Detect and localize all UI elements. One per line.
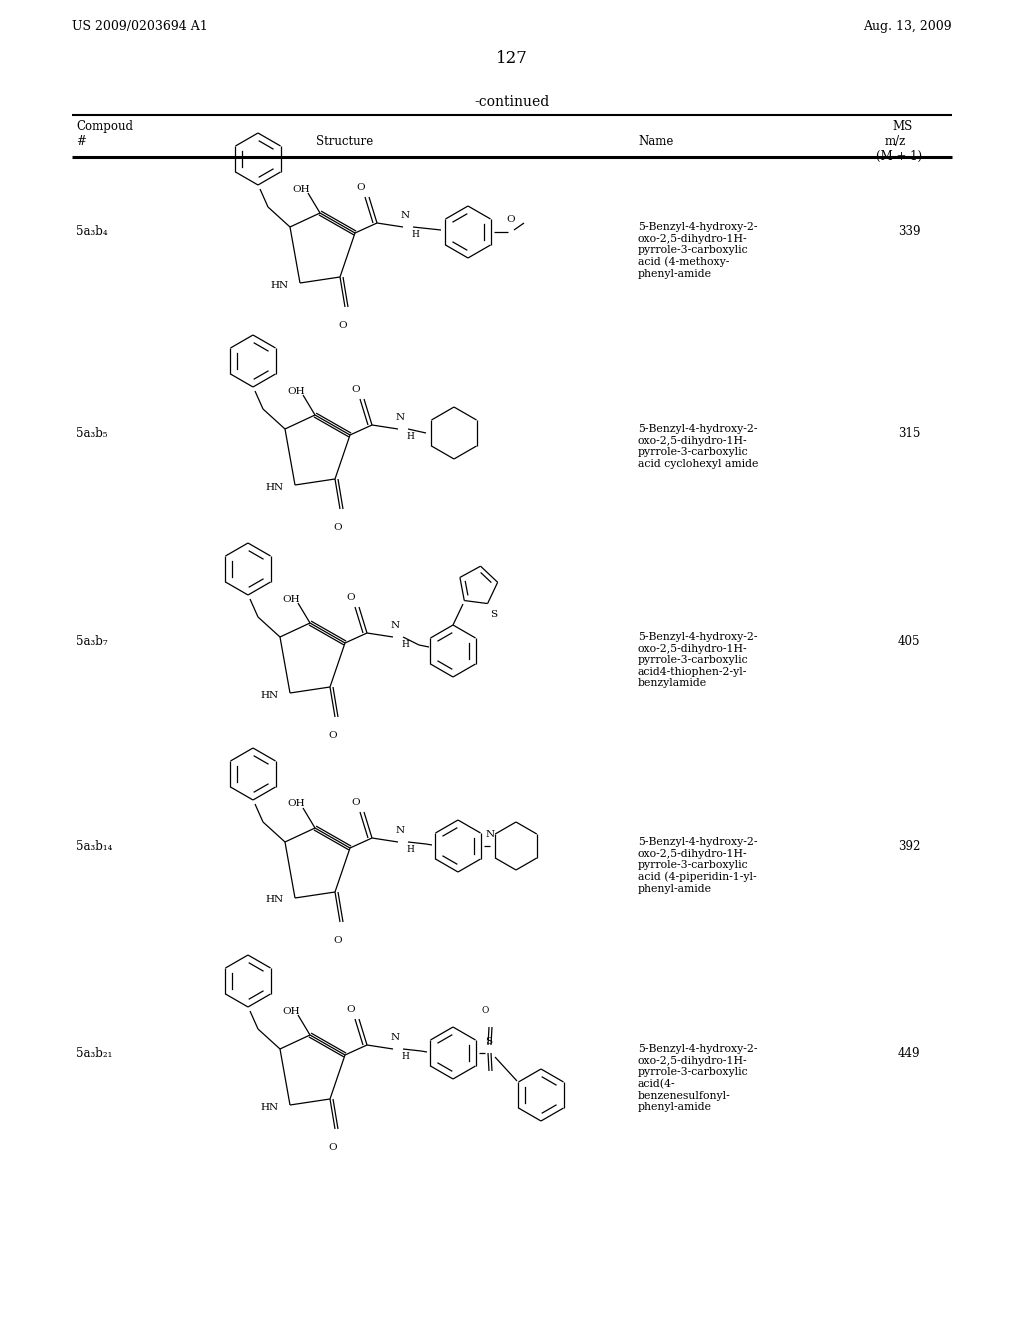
Text: OH: OH [292,185,309,194]
Text: Compoud: Compoud [76,120,133,133]
Text: US 2009/0203694 A1: US 2009/0203694 A1 [72,20,208,33]
Text: O: O [347,593,355,602]
Text: H: H [401,640,409,649]
Text: 5-Benzyl-4-hydroxy-2-
oxo-2,5-dihydro-1H-
pyrrole-3-carboxylic
acid (4-piperidin: 5-Benzyl-4-hydroxy-2- oxo-2,5-dihydro-1H… [638,837,758,894]
Text: S: S [490,610,498,619]
Text: H: H [411,230,419,239]
Text: H: H [406,432,414,441]
Text: O: O [351,799,360,807]
Text: HN: HN [265,895,283,904]
Text: Structure: Structure [316,135,374,148]
Text: N: N [486,830,496,840]
Text: 5a₃b₄: 5a₃b₄ [76,224,108,238]
Text: O: O [334,523,342,532]
Text: 5a₃b₂₁: 5a₃b₂₁ [76,1047,113,1060]
Text: #: # [76,135,86,148]
Text: 339: 339 [898,224,921,238]
Text: O: O [334,936,342,945]
Text: 449: 449 [898,1047,921,1060]
Text: O: O [329,1143,337,1152]
Text: OH: OH [287,800,304,808]
Text: 5-Benzyl-4-hydroxy-2-
oxo-2,5-dihydro-1H-
pyrrole-3-carboxylic
acid4-thiophen-2-: 5-Benzyl-4-hydroxy-2- oxo-2,5-dihydro-1H… [638,632,758,689]
Text: N: N [401,211,411,220]
Text: 5a₃b₇: 5a₃b₇ [76,635,108,648]
Text: 392: 392 [898,840,921,853]
Text: HN: HN [270,281,288,289]
Text: O: O [329,731,337,741]
Text: O: O [506,215,515,224]
Text: MS: MS [892,120,912,133]
Text: N: N [391,620,400,630]
Text: m/z: m/z [885,135,906,148]
Text: HN: HN [265,483,283,491]
Text: O: O [356,183,366,191]
Text: N: N [396,826,406,836]
Text: 5a₃b₅: 5a₃b₅ [76,426,108,440]
Text: O: O [339,321,347,330]
Text: S: S [485,1038,493,1045]
Text: OH: OH [282,594,300,603]
Text: O: O [351,385,360,393]
Text: -continued: -continued [474,95,550,110]
Text: HN: HN [260,1102,279,1111]
Text: Aug. 13, 2009: Aug. 13, 2009 [863,20,952,33]
Text: Name: Name [638,135,674,148]
Text: 5-Benzyl-4-hydroxy-2-
oxo-2,5-dihydro-1H-
pyrrole-3-carboxylic
acid cyclohexyl a: 5-Benzyl-4-hydroxy-2- oxo-2,5-dihydro-1H… [638,424,759,469]
Text: 127: 127 [496,50,528,67]
Text: N: N [396,413,406,422]
Text: O: O [347,1005,355,1014]
Text: 405: 405 [898,635,921,648]
Text: 315: 315 [898,426,921,440]
Text: (M + 1): (M + 1) [876,150,923,162]
Text: H: H [401,1052,409,1061]
Text: OH: OH [287,387,304,396]
Text: 5-Benzyl-4-hydroxy-2-
oxo-2,5-dihydro-1H-
pyrrole-3-carboxylic
acid (4-methoxy-
: 5-Benzyl-4-hydroxy-2- oxo-2,5-dihydro-1H… [638,222,758,279]
Text: O: O [481,1006,488,1015]
Text: 5a₃b₁₄: 5a₃b₁₄ [76,840,113,853]
Text: OH: OH [282,1006,300,1015]
Text: N: N [391,1034,400,1041]
Text: 5-Benzyl-4-hydroxy-2-
oxo-2,5-dihydro-1H-
pyrrole-3-carboxylic
acid(4-
benzenesu: 5-Benzyl-4-hydroxy-2- oxo-2,5-dihydro-1H… [638,1044,758,1113]
Text: HN: HN [260,690,279,700]
Text: H: H [406,845,414,854]
